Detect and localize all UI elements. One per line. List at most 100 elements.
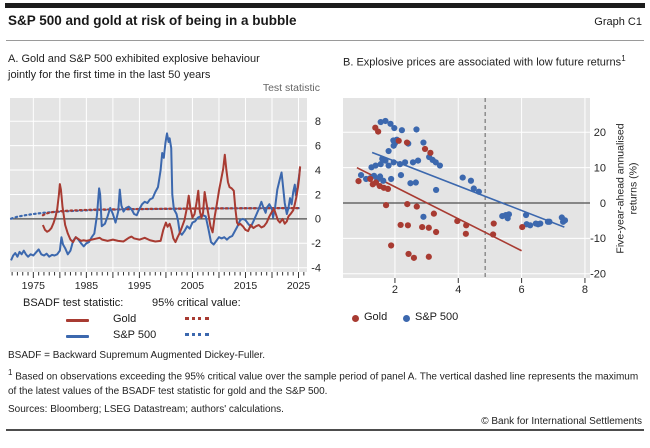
sp500-scatter-dot	[475, 188, 482, 195]
panel-a-title: A. Gold and S&P 500 exhibited explosive …	[8, 51, 333, 83]
sp500-scatter-dot	[412, 179, 419, 186]
sp500-dotted-line-swatch	[185, 333, 209, 336]
gold-scatter-dot	[519, 223, 526, 231]
x-tick-label: 2	[392, 284, 398, 296]
sp500-scatter-dot	[387, 120, 394, 127]
gold-scatter-dot	[384, 185, 392, 192]
x-tick-label: 8	[582, 284, 588, 296]
gold-dotted-line-swatch	[185, 317, 209, 320]
sp500-scatter-dot	[420, 139, 427, 146]
gold-scatter-dot	[388, 242, 395, 249]
sp500-scatter-dot	[527, 222, 534, 229]
gold-scatter-dot	[404, 222, 412, 229]
legend-b-gold-label: Gold	[364, 311, 388, 323]
panel-b-y-axis-title-line1: Five-year-ahead annualised	[614, 122, 627, 254]
panel-a-legend: BSADF test statistic: 95% critical value…	[0, 297, 340, 349]
gold-dot-swatch	[352, 315, 359, 322]
sp500-scatter-dot	[407, 180, 414, 187]
sp500-scatter-dot	[397, 171, 405, 179]
sp500-scatter-dot	[368, 164, 375, 171]
y-tick-label: -20	[590, 269, 606, 281]
sp500-solid-line-swatch	[66, 335, 89, 338]
sp500-scatter-dot	[413, 126, 420, 133]
sp500-scatter-dot	[436, 162, 443, 169]
gold-scatter-dot	[454, 217, 461, 225]
y-tick-label: -2	[311, 238, 321, 250]
sp500-scatter-dot	[467, 177, 475, 184]
panel-b-legend: Gold S&P 500	[340, 297, 640, 333]
panel-b-y-axis-title: Five-year-ahead annualised returns (%)	[606, 96, 648, 280]
x-tick-label: 2025	[287, 280, 311, 292]
sp500-scatter-dot	[377, 161, 384, 168]
x-tick-label: 1975	[22, 280, 46, 292]
panel-a-title-line2: jointly for the first time in the last 5…	[8, 69, 211, 81]
sp500-scatter-dot	[470, 185, 477, 192]
sp500-bsadf-line	[10, 132, 302, 261]
sp500-scatter-dot	[385, 162, 392, 169]
y-tick-label: 6	[315, 140, 321, 152]
graph-number-label: Graph C1	[594, 16, 642, 28]
sp500-scatter-dot	[382, 157, 389, 164]
legend-a-gold-label: Gold	[113, 313, 137, 325]
y-tick-label: -10	[590, 233, 606, 245]
sp500-scatter-dot	[537, 220, 544, 227]
sp500-scatter-dot	[433, 186, 440, 194]
sp500-scatter-dot	[380, 177, 387, 184]
y-tick-label: 2	[315, 189, 321, 201]
gold-scatter-dot	[413, 203, 420, 210]
gold-scatter-dot	[419, 223, 426, 231]
gold-scatter-dot	[410, 254, 418, 261]
sp500-scatter-dot	[390, 159, 397, 166]
bottom-rule-bar	[6, 429, 644, 431]
sp500-scatter-dot	[414, 157, 422, 164]
panel-b-title-text: B. Explosive prices are associated with …	[343, 56, 622, 69]
panel-b-y-axis-title-line2: returns (%)	[627, 162, 640, 214]
legend-b-sp500-label: S&P 500	[415, 311, 459, 323]
x-tick-label: 2005	[181, 280, 205, 292]
gold-scatter-dot	[404, 200, 411, 208]
panel-b-title-footnote-marker: 1	[621, 54, 626, 63]
gold-scatter-dot	[395, 137, 402, 144]
top-rule-bar	[5, 3, 645, 8]
sp500-scatter-dot	[390, 142, 397, 149]
x-tick-label: 1995	[128, 280, 152, 292]
page-title: S&P 500 and gold at risk of being in a b…	[8, 13, 297, 28]
sp500-scatter-dot	[357, 171, 365, 179]
gold-scatter-dot	[463, 222, 470, 229]
sp500-scatter-dot	[401, 159, 409, 166]
gold-scatter-dot	[427, 149, 434, 156]
title-divider	[6, 40, 644, 41]
footnote-1-text: Based on observations exceeding the 95% …	[8, 371, 639, 397]
y-tick-label: 8	[315, 116, 321, 128]
gold-scatter-dot	[462, 230, 469, 237]
sp500-scatter-dot	[382, 117, 389, 125]
sp500-scatter-dot	[409, 159, 417, 166]
footnote-1-marker: 1	[8, 368, 13, 377]
x-tick-label: 2015	[234, 280, 258, 292]
gold-critical-value-line	[41, 207, 302, 217]
sources-note: Sources: Bloomberg; LSEG Datastream; aut…	[8, 404, 284, 415]
gold-scatter-dot	[382, 202, 390, 209]
sp500-scatter-dot	[420, 213, 427, 220]
gold-bsadf-line	[41, 153, 302, 244]
sp500-scatter-dot	[377, 118, 384, 126]
gold-scatter-dot	[433, 228, 440, 236]
x-tick-label: 4	[455, 284, 461, 296]
y-tick-label: 0	[315, 214, 321, 226]
panel-a-chart: 1975 1985 1995 2005 2015 2025 8 6 4 2 0 -2 -4	[9, 98, 321, 292]
gold-scatter-dot	[421, 145, 429, 153]
gold-scatter-dot	[367, 175, 374, 183]
y-tick-label: 4	[315, 165, 321, 177]
gold-scatter-dot	[375, 128, 382, 135]
gold-scatter-dot	[405, 250, 412, 258]
sp500-scatter-dot	[391, 124, 398, 132]
gold-scatter-dot	[355, 178, 362, 185]
y-tick-label: 0	[600, 198, 606, 210]
footnote-1: 1 Based on observations exceeding the 95…	[8, 366, 644, 399]
copyright-note: © Bank for International Settlements	[481, 416, 642, 427]
gold-scatter-dot	[403, 139, 411, 146]
gold-scatter-dot	[425, 253, 432, 260]
panel-b-chart: 2 4 6 8 20 10 0 -10 -20	[343, 98, 606, 296]
gold-scatter-dot	[490, 231, 497, 238]
